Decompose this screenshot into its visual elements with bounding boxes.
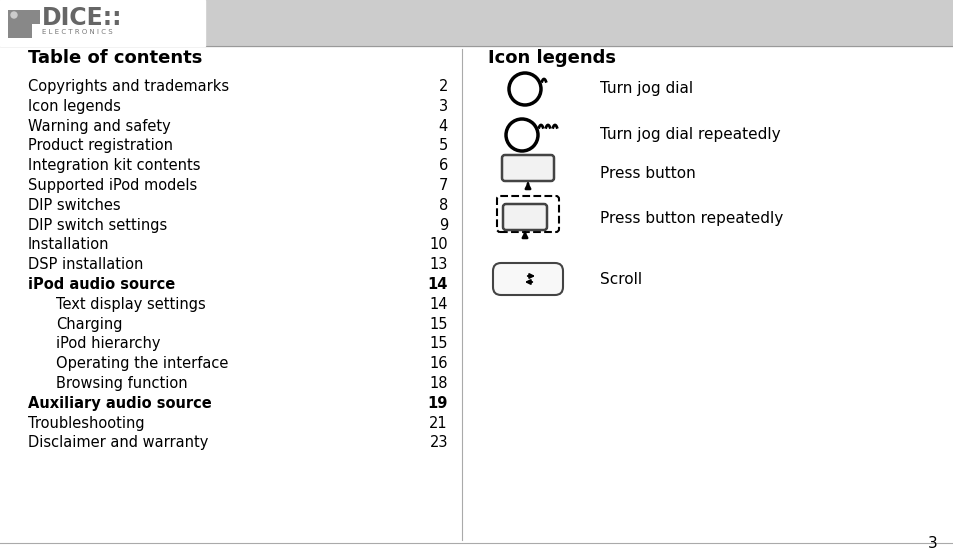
Text: 21: 21 bbox=[429, 416, 448, 431]
Text: DIP switches: DIP switches bbox=[28, 198, 120, 213]
Text: Copyrights and trademarks: Copyrights and trademarks bbox=[28, 79, 229, 94]
Text: Auxiliary audio source: Auxiliary audio source bbox=[28, 396, 212, 411]
Text: Turn jog dial repeatedly: Turn jog dial repeatedly bbox=[599, 128, 780, 143]
Text: 14: 14 bbox=[427, 277, 448, 292]
Text: DSP installation: DSP installation bbox=[28, 257, 143, 272]
Text: Press button: Press button bbox=[599, 165, 695, 180]
FancyBboxPatch shape bbox=[493, 263, 562, 295]
Text: 4: 4 bbox=[438, 119, 448, 134]
Text: 10: 10 bbox=[429, 237, 448, 252]
Text: Supported iPod models: Supported iPod models bbox=[28, 178, 197, 193]
Text: Press button repeatedly: Press button repeatedly bbox=[599, 211, 782, 226]
Text: 3: 3 bbox=[438, 99, 448, 114]
Bar bbox=[210, 15, 943, 37]
Text: Browsing function: Browsing function bbox=[56, 376, 188, 391]
Text: Integration kit contents: Integration kit contents bbox=[28, 158, 200, 173]
Text: iPod audio source: iPod audio source bbox=[28, 277, 175, 292]
Text: Scroll: Scroll bbox=[599, 271, 641, 286]
Text: 3: 3 bbox=[927, 536, 937, 551]
Polygon shape bbox=[8, 10, 40, 38]
Text: 8: 8 bbox=[438, 198, 448, 213]
Text: 7: 7 bbox=[438, 178, 448, 193]
FancyBboxPatch shape bbox=[501, 155, 554, 181]
Text: 18: 18 bbox=[429, 376, 448, 391]
Text: 9: 9 bbox=[438, 218, 448, 233]
FancyBboxPatch shape bbox=[502, 204, 546, 230]
Text: Operating the interface: Operating the interface bbox=[56, 356, 228, 371]
Bar bbox=[0, 0, 953, 46]
Text: Troubleshooting: Troubleshooting bbox=[28, 416, 145, 431]
Text: 15: 15 bbox=[429, 316, 448, 331]
Text: Text display settings: Text display settings bbox=[56, 297, 206, 312]
Text: 15: 15 bbox=[429, 336, 448, 351]
Text: Product registration: Product registration bbox=[28, 138, 172, 153]
Text: Warning and safety: Warning and safety bbox=[28, 119, 171, 134]
Text: 23: 23 bbox=[429, 436, 448, 451]
Text: 2: 2 bbox=[438, 79, 448, 94]
Text: DICE::: DICE:: bbox=[42, 6, 122, 30]
Text: 16: 16 bbox=[429, 356, 448, 371]
Text: DIP switch settings: DIP switch settings bbox=[28, 218, 167, 233]
Text: 5: 5 bbox=[438, 138, 448, 153]
Text: 19: 19 bbox=[427, 396, 448, 411]
Text: 13: 13 bbox=[429, 257, 448, 272]
Text: Turn jog dial: Turn jog dial bbox=[599, 81, 693, 96]
Text: Charging: Charging bbox=[56, 316, 122, 331]
Text: Icon legends: Icon legends bbox=[28, 99, 121, 114]
Text: iPod hierarchy: iPod hierarchy bbox=[56, 336, 160, 351]
Text: Icon legends: Icon legends bbox=[488, 49, 616, 67]
Text: Table of contents: Table of contents bbox=[28, 49, 202, 67]
Text: Disclaimer and warranty: Disclaimer and warranty bbox=[28, 436, 208, 451]
Text: 14: 14 bbox=[429, 297, 448, 312]
Bar bbox=[0, 0, 205, 46]
Circle shape bbox=[11, 12, 17, 18]
Text: E L E C T R O N I C S: E L E C T R O N I C S bbox=[42, 29, 112, 35]
Text: 6: 6 bbox=[438, 158, 448, 173]
Text: Installation: Installation bbox=[28, 237, 110, 252]
